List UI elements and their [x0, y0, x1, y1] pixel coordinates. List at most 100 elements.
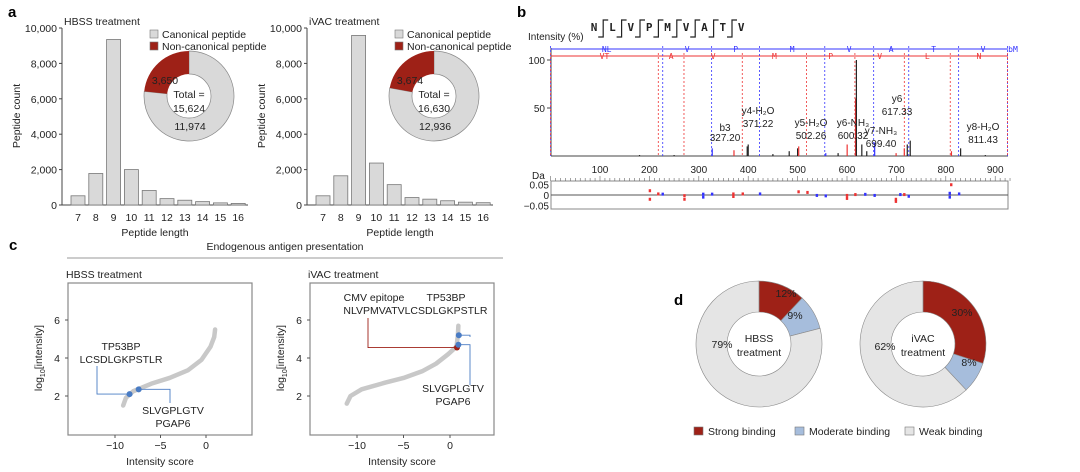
peak-annotation-mz: 327.20 — [710, 133, 741, 144]
y-ion-label: L — [925, 52, 930, 61]
sequence-residue: P — [646, 21, 653, 34]
bar — [475, 202, 491, 206]
error-point — [648, 189, 652, 193]
bar — [440, 200, 456, 206]
x-tick-label: 16 — [232, 212, 244, 224]
peak-annotation-ion: y4-H₂O — [742, 106, 775, 117]
error-point — [710, 192, 714, 196]
gene-label: PGAP6 — [155, 418, 190, 430]
donut-slice-weak — [859, 280, 967, 408]
error-point — [732, 194, 735, 198]
donut-center-label: treatment — [901, 347, 945, 359]
b-ion-label: NL — [602, 45, 612, 54]
x-tick-label: −10 — [106, 440, 124, 452]
donut-slice-weak — [695, 280, 823, 408]
b-ion-label: P — [733, 45, 738, 54]
callout-line — [367, 318, 457, 348]
error-point — [732, 192, 735, 196]
y-axis-label: log10[intensity] — [275, 325, 289, 391]
legend-label: Canonical peptide — [407, 29, 491, 41]
peak-annotation-ion: y5-H₂O — [795, 118, 828, 129]
sequence-residue: V — [683, 21, 690, 34]
y-axis-label: Intensity (%) — [528, 32, 584, 43]
sequence-residue: A — [701, 21, 708, 34]
x-axis-label: Intensity score — [368, 456, 436, 468]
x-tick-label: 0 — [203, 440, 209, 452]
peptide-label: SLVGPLGTV — [422, 383, 484, 395]
error-point — [683, 194, 686, 198]
sequence-residue: L — [609, 21, 616, 34]
callout-line — [96, 366, 130, 395]
y-tick-label: 6,000 — [31, 94, 57, 106]
pie-total-value: 15,624 — [173, 103, 205, 115]
peak-annotation-mz: 617.33 — [882, 107, 913, 118]
y-tick-label: 4 — [54, 353, 60, 365]
x-tick-label: 9 — [111, 212, 117, 224]
y-tick-label: 4,000 — [276, 129, 302, 141]
bar — [422, 198, 438, 206]
highlight-point — [455, 332, 462, 339]
x-tick-label: 14 — [442, 212, 454, 224]
error-point — [903, 193, 906, 197]
y-axis-label: Peptide count — [256, 84, 268, 148]
donut-label-moderate: 9% — [787, 310, 802, 322]
y-tick-label: 4 — [296, 353, 302, 365]
panel-label-b: b — [517, 4, 526, 21]
error-point — [741, 192, 744, 196]
error-y-tick-label: 0 — [543, 191, 549, 202]
bar — [333, 175, 349, 206]
x-tick-label: 15 — [460, 212, 472, 224]
panel-c-hbss-chart: HBSS treatment −10 −5 0 2 4 6 Intensity score lo… — [33, 269, 253, 468]
chart-title: iVAC treatment — [308, 269, 378, 281]
peak-annotation-ion: y6 — [892, 94, 903, 105]
y-ion-label: A — [669, 52, 674, 61]
donut-center-label: HBSS — [745, 333, 774, 345]
legend-label-moderate: Moderate binding — [809, 426, 890, 438]
peak-annotation-mz: 371.22 — [743, 119, 774, 130]
error-y-axis-label: Da — [532, 171, 545, 182]
y-ion-label: M — [772, 52, 777, 61]
peak-annotation-mz: 699.40 — [866, 139, 897, 150]
sequence-residue: T — [719, 21, 726, 34]
x-tick-label: 800 — [937, 165, 954, 176]
legend-swatch-moderate — [794, 426, 805, 436]
pie-slice-canonical — [143, 50, 235, 142]
x-tick-label: 600 — [839, 165, 856, 176]
error-point — [657, 192, 660, 196]
x-tick-label: 100 — [592, 165, 609, 176]
x-tick-label: 0 — [447, 440, 453, 452]
legend-label-strong: Strong binding — [708, 426, 776, 438]
peptide-label: SLVGPLGTV — [142, 405, 204, 417]
error-point — [806, 190, 809, 194]
error-point — [899, 193, 902, 197]
peak-annotation-mz: 811.43 — [968, 135, 998, 146]
error-point — [950, 183, 953, 187]
y-tick-label: 8,000 — [276, 58, 302, 70]
peptide-label: LCSDLGKPSTLR — [405, 305, 488, 317]
pie-label-noncanonical: 3,674 — [397, 75, 423, 87]
x-axis-label: Peptide length — [366, 227, 433, 239]
error-point — [661, 192, 664, 196]
legend-swatch — [149, 41, 159, 51]
donut-slice-strong — [922, 280, 987, 364]
x-tick-label: 7 — [320, 212, 326, 224]
fragment-bracket — [653, 19, 664, 38]
gene-label: TP53BP — [426, 292, 465, 304]
y-axis-label-rest: [intensity] — [33, 325, 45, 369]
error-point — [845, 196, 849, 200]
bar — [404, 197, 420, 206]
x-tick-label: 700 — [888, 165, 905, 176]
panel-label-a: a — [8, 4, 17, 21]
x-tick-label: 11 — [389, 212, 400, 224]
bar — [230, 203, 246, 206]
y-axis-label-subscript: 10 — [282, 369, 289, 377]
highlight-point — [135, 386, 142, 393]
chart-title: iVAC treatment — [309, 16, 379, 28]
pie-label-noncanonical: 3,650 — [152, 75, 178, 87]
x-tick-label: 300 — [690, 165, 707, 176]
x-tick-label: 12 — [161, 212, 173, 224]
b-ion-label: T — [931, 45, 936, 54]
x-tick-label: 8 — [93, 212, 99, 224]
x-tick-label: 900 — [987, 165, 1004, 176]
